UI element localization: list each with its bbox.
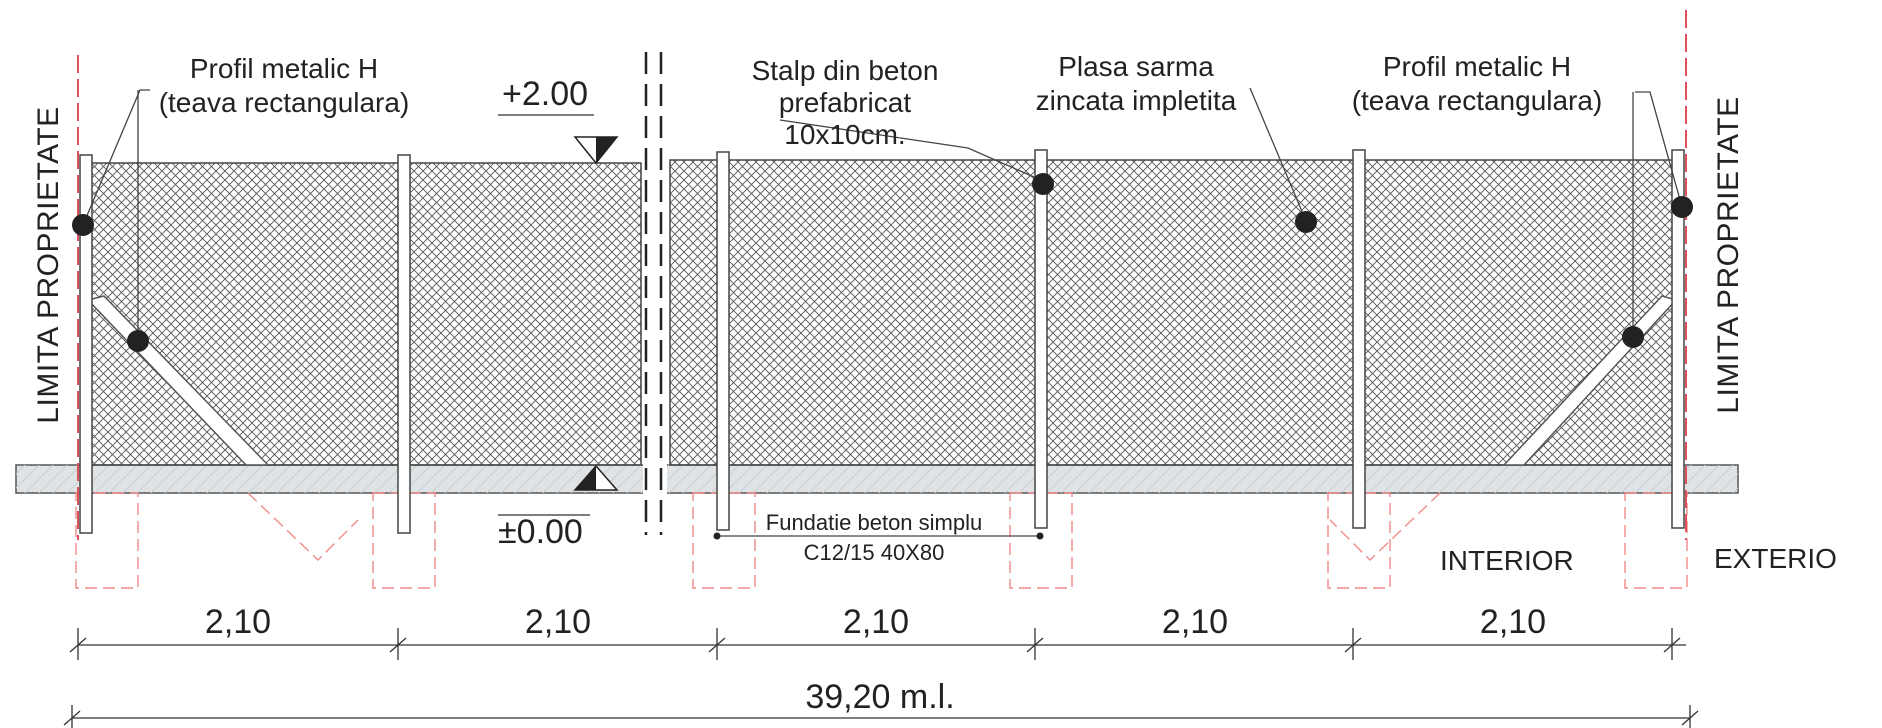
span-dimension-3: 2,10 xyxy=(843,603,909,641)
exterior-label: EXTERIO xyxy=(1714,543,1837,574)
mesh-panels xyxy=(85,159,1679,466)
post-4 xyxy=(1034,149,1048,529)
fence-posts xyxy=(79,149,1685,534)
dimension-lines xyxy=(63,628,1699,728)
foundation-footings xyxy=(75,492,1688,589)
level-zero-label: ±0.00 xyxy=(498,513,583,551)
level-top-label: +2.00 xyxy=(502,75,588,113)
span-dimension-4: 2,10 xyxy=(1162,603,1228,641)
span-dimension-2: 2,10 xyxy=(525,603,591,641)
span-dimension-1: 2,10 xyxy=(205,603,271,641)
profile-right-label-2: (teava rectangulara) xyxy=(1352,85,1603,116)
property-boundaries xyxy=(77,10,1687,540)
post-5 xyxy=(1352,149,1366,529)
foundation-label-1: Fundatie beton simplu xyxy=(766,510,982,535)
mesh-label-2: zincata impletita xyxy=(1036,85,1237,116)
leader-lines xyxy=(82,87,1683,537)
profile-left-label-1: Profil metalic H xyxy=(190,53,378,84)
post-label-1: Stalp din beton xyxy=(752,55,939,86)
post-6 xyxy=(1671,149,1685,529)
post-2 xyxy=(397,154,411,534)
break-line xyxy=(643,52,667,535)
mesh-label-1: Plasa sarma xyxy=(1058,51,1214,82)
profile-left-label-2: (teava rectangulara) xyxy=(159,87,410,118)
interior-label: INTERIOR xyxy=(1440,545,1574,576)
post-1 xyxy=(79,154,93,534)
ground-strip xyxy=(15,464,1739,494)
post-label-3: 10x10cm. xyxy=(784,119,905,150)
post-3 xyxy=(716,151,730,531)
marker-dots xyxy=(72,173,1693,540)
level-markers xyxy=(498,114,619,516)
foundation-label-2: C12/15 40X80 xyxy=(804,540,945,565)
profile-right-label-1: Profil metalic H xyxy=(1383,51,1571,82)
total-length-label: 39,20 m.l. xyxy=(805,678,954,716)
boundary-right-label: LIMITA PROPRIETATE xyxy=(1712,96,1745,413)
boundary-left-label: LIMITA PROPRIETATE xyxy=(32,106,65,423)
post-label-2: prefabricat xyxy=(779,87,912,118)
span-dimension-5: 2,10 xyxy=(1480,603,1546,641)
